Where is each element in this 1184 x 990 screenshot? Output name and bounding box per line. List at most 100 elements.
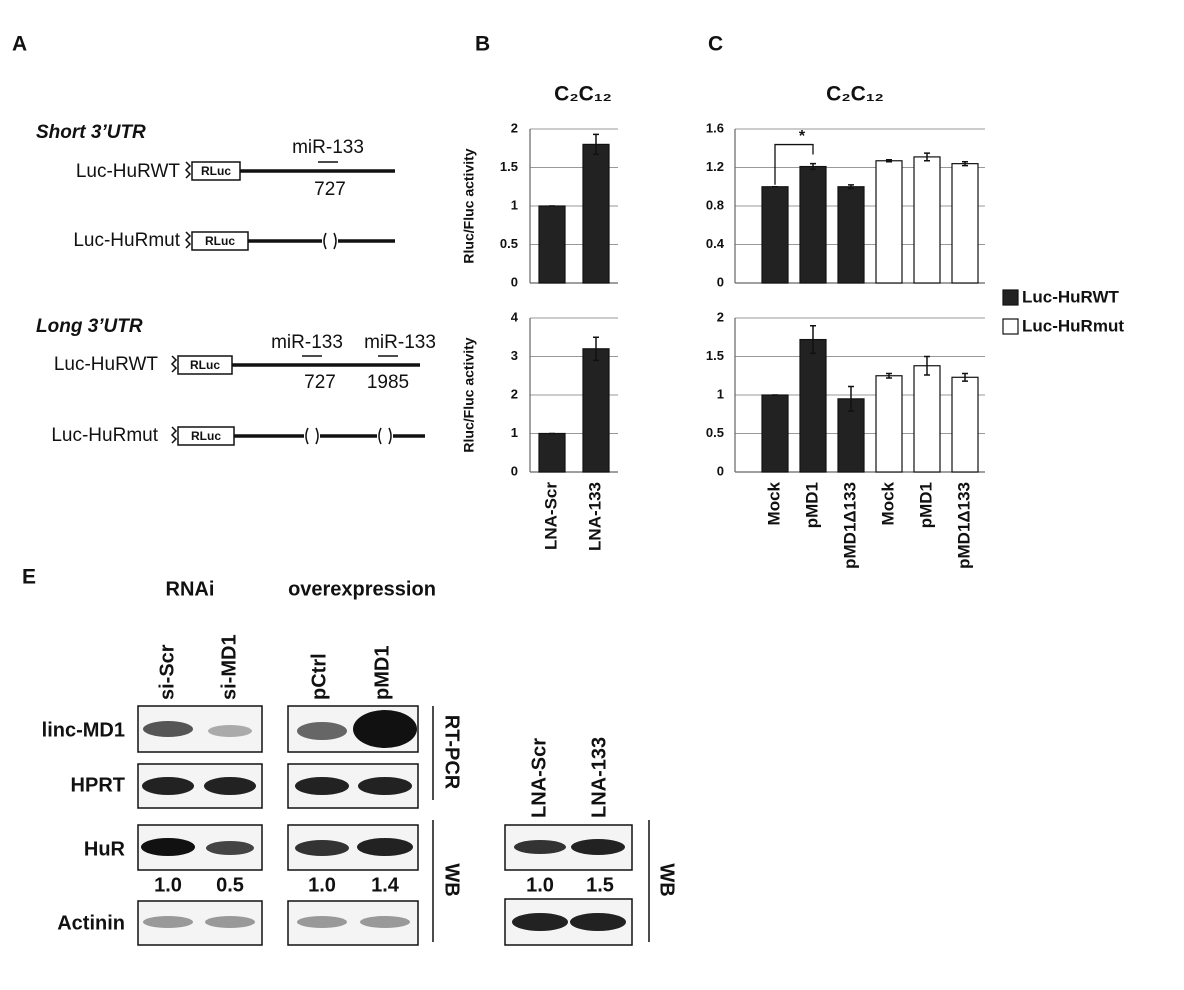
- band: [206, 841, 254, 855]
- bracket-label: RT-PCR: [441, 715, 463, 790]
- y-axis-label: Rluc/Fluc activity: [461, 337, 477, 452]
- mutation: [305, 427, 392, 445]
- band: [295, 777, 349, 795]
- bracket-label: WB: [656, 863, 678, 896]
- chart-title: C₂C₁₂: [826, 83, 884, 106]
- bar: [951, 163, 979, 284]
- y-tick-label: 1.5: [706, 348, 724, 363]
- bar: [951, 376, 979, 473]
- section-title: Long 3’UTR: [36, 316, 143, 337]
- legend-swatch: [1002, 318, 1019, 335]
- chart-title: C₂C₁₂: [554, 83, 612, 106]
- row-label: linc-MD1: [42, 719, 125, 741]
- band: [358, 777, 412, 795]
- construct-label: Luc-HuRWT: [54, 354, 159, 375]
- x-tick-label: pMD1: [802, 482, 821, 528]
- y-tick-label: 1: [717, 386, 724, 401]
- band: [208, 725, 252, 737]
- break: [170, 426, 178, 444]
- break: [184, 161, 192, 179]
- error-bar: [886, 372, 892, 379]
- group-label: overexpression: [288, 578, 436, 600]
- significance-bracket: [774, 143, 814, 185]
- bar: [761, 186, 789, 284]
- site-label: miR-133: [364, 332, 436, 353]
- y-tick-label: 1.2: [706, 159, 724, 174]
- error-bar: [962, 372, 968, 382]
- site-position: 727: [304, 372, 336, 393]
- quantification: 1.0: [526, 874, 554, 896]
- band: [360, 916, 410, 928]
- blot-panel: RNAi overexpression si-Scr si-MD1 pCtrl …: [42, 578, 678, 946]
- error-bar: [593, 336, 599, 362]
- band: [353, 710, 417, 748]
- error-bar: [962, 160, 968, 167]
- quantification: 1.4: [371, 874, 400, 896]
- bar: [875, 160, 903, 284]
- x-tick-label: pMD1: [916, 482, 935, 528]
- quantification: 1.5: [586, 874, 614, 896]
- error-bar: [593, 133, 599, 156]
- band: [514, 840, 566, 854]
- band: [143, 721, 193, 737]
- bar: [799, 338, 827, 473]
- y-tick-label: 0.5: [706, 425, 724, 440]
- panel-label: E: [22, 566, 36, 589]
- band: [141, 838, 195, 856]
- panel-label: C: [708, 33, 723, 56]
- bar: [538, 432, 566, 473]
- panel-label: B: [475, 33, 490, 56]
- legend-label: Luc-HuRWT: [1022, 287, 1120, 306]
- lane-label: pMD1: [371, 646, 393, 700]
- band: [143, 916, 193, 928]
- y-tick-label: 0: [717, 274, 724, 289]
- x-tick-label: pMD1Δ133: [840, 482, 859, 569]
- band: [205, 916, 255, 928]
- bracket-label: WB: [441, 863, 463, 896]
- y-tick-label: 0.5: [500, 236, 518, 251]
- band: [295, 840, 349, 856]
- bar: [761, 394, 789, 473]
- box-label: RLuc: [190, 358, 220, 372]
- error-bar: [924, 355, 930, 376]
- x-tick-label: Mock: [878, 481, 897, 525]
- band: [297, 916, 347, 928]
- band: [357, 838, 413, 856]
- x-tick-label: Mock: [764, 481, 783, 525]
- lane-label: LNA-133: [588, 737, 610, 818]
- y-tick-label: 2: [717, 309, 724, 324]
- y-tick-label: 1.6: [706, 120, 724, 135]
- row-label: HPRT: [71, 774, 125, 796]
- bar: [875, 375, 903, 473]
- y-tick-label: 4: [511, 309, 519, 324]
- lane-label: si-MD1: [218, 634, 240, 700]
- legend-label: Luc-HuRmut: [1022, 316, 1124, 335]
- error-bar: [924, 152, 930, 162]
- construct-label: Luc-HuRmut: [73, 230, 180, 251]
- bar: [582, 348, 610, 473]
- box-label: RLuc: [191, 429, 221, 443]
- y-tick-label: 0: [511, 274, 518, 289]
- band: [571, 839, 625, 855]
- bar: [913, 365, 941, 473]
- lane-label: si-Scr: [156, 644, 178, 700]
- construct-label: Luc-HuRWT: [76, 161, 181, 182]
- break: [170, 355, 178, 373]
- row-label: HuR: [84, 838, 126, 860]
- x-tick-label: LNA-133: [585, 482, 604, 551]
- site-position: 727: [314, 179, 346, 200]
- mutation: [323, 232, 337, 250]
- construct-label: Luc-HuRmut: [51, 425, 158, 446]
- y-tick-label: 0: [511, 463, 518, 478]
- y-axis-label: Rluc/Fluc activity: [461, 148, 477, 263]
- error-bar: [886, 159, 892, 163]
- band: [204, 777, 256, 795]
- y-tick-label: 2: [511, 386, 518, 401]
- site-position: 1985: [367, 372, 409, 393]
- break: [184, 231, 192, 249]
- error-bar: [810, 324, 816, 355]
- legend-swatch: [1002, 289, 1019, 306]
- y-tick-label: 1: [511, 425, 518, 440]
- y-tick-label: 1: [511, 197, 518, 212]
